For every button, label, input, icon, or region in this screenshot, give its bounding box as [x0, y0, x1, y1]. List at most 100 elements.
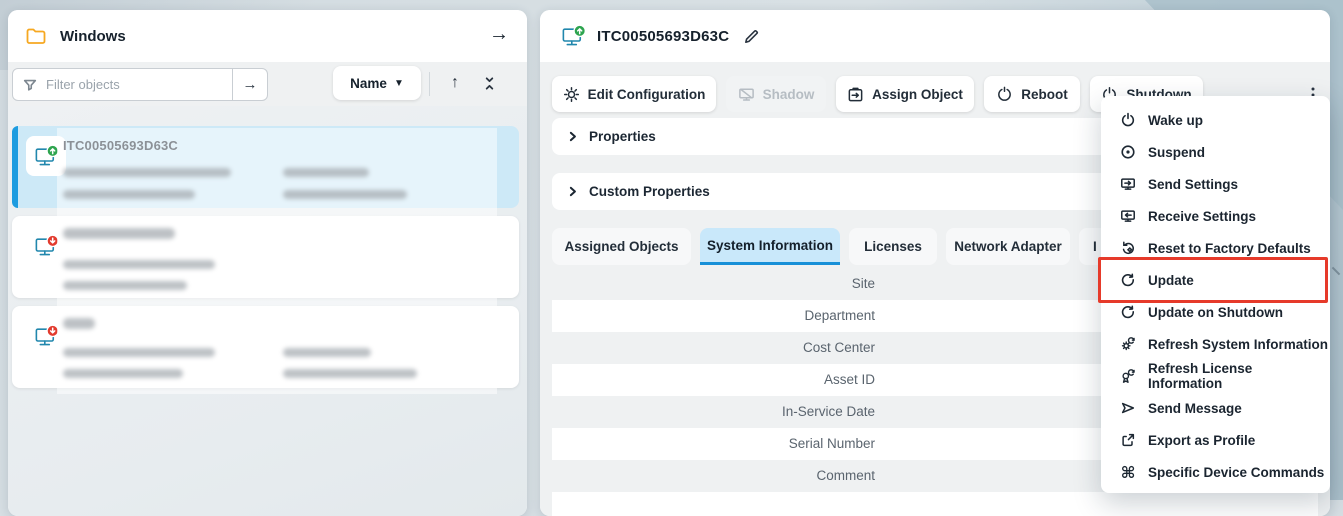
edit-configuration-button[interactable]: Edit Configuration — [552, 76, 716, 112]
power-icon — [1120, 112, 1136, 128]
monitor-slash-icon — [738, 86, 755, 103]
open-folder-arrow-icon[interactable]: → — [489, 23, 509, 45]
menu-item-suspend[interactable]: Suspend — [1101, 136, 1330, 168]
sort-dropdown-label: Name — [350, 75, 387, 91]
row-label: Cost Center — [802, 340, 875, 355]
menu-item-label: Reset to Factory Defaults — [1148, 240, 1311, 256]
row-label: Comment — [816, 468, 875, 483]
menu-item-refresh-system-information[interactable]: Refresh System Information — [1101, 328, 1330, 360]
shadow-label: Shadow — [762, 86, 815, 102]
edit-configuration-label: Edit Configuration — [587, 86, 706, 102]
menu-item-label: Suspend — [1148, 144, 1206, 160]
device-name: ITC00505693D63C — [63, 138, 179, 153]
menu-item-update-on-shutdown[interactable]: Update on Shutdown — [1101, 296, 1330, 328]
list-item-device-2[interactable] — [12, 216, 519, 298]
redacted-text — [63, 348, 215, 357]
redacted-text — [63, 369, 183, 378]
menu-item-label: Receive Settings — [1148, 208, 1257, 224]
object-list-panel: Windows → Filter objects → Name ▼ ↑ — [8, 10, 527, 516]
device-icon-tile — [26, 136, 66, 176]
menu-item-update[interactable]: Update — [1101, 264, 1330, 296]
filter-input[interactable]: Filter objects → — [12, 68, 268, 101]
device-icon-tile — [26, 226, 66, 266]
filter-funnel-icon — [22, 77, 38, 93]
tab-network-adapter[interactable]: Network Adapter — [946, 228, 1070, 265]
device-offline-icon — [33, 233, 60, 260]
tab-assigned-objects[interactable]: Assigned Objects — [552, 228, 691, 265]
device-icon-tile — [26, 316, 66, 356]
row-label: Site — [851, 276, 875, 291]
reboot-button[interactable]: Reboot — [984, 76, 1080, 112]
folder-header: Windows → — [8, 10, 527, 62]
device-online-icon — [560, 23, 587, 50]
list-item-device-3[interactable] — [12, 306, 519, 388]
reboot-label: Reboot — [1021, 86, 1068, 102]
update-refresh-icon — [1120, 304, 1136, 320]
tab-licenses[interactable]: Licenses — [849, 228, 937, 265]
menu-item-send-settings[interactable]: Send Settings — [1101, 168, 1330, 200]
redacted-text — [63, 168, 231, 177]
rename-pencil-icon[interactable] — [743, 28, 760, 45]
list-item-itc00505693d63c[interactable]: ITC00505693D63C — [12, 126, 519, 208]
reset-gear-icon — [1120, 240, 1136, 256]
assign-object-label: Assign Object — [872, 86, 963, 102]
update-refresh-icon — [1120, 272, 1136, 288]
menu-item-refresh-license-information[interactable]: Refresh License Information — [1101, 360, 1330, 392]
menu-item-label: Refresh System Information — [1148, 336, 1329, 352]
collapse-all-button[interactable] — [472, 66, 506, 100]
filter-placeholder: Filter objects — [46, 77, 120, 92]
menu-item-label: Send Settings — [1148, 176, 1239, 192]
chevron-right-icon — [566, 130, 579, 143]
menu-item-label: Wake up — [1148, 112, 1204, 128]
export-icon — [1120, 432, 1136, 448]
badge-refresh-icon — [1120, 368, 1136, 384]
menu-item-label: Refresh License Information — [1147, 361, 1253, 391]
clipboard-arrow-icon — [847, 86, 864, 103]
gear-icon — [563, 86, 580, 103]
menu-item-label: Update — [1148, 272, 1194, 288]
row-label: In-Service Date — [781, 404, 875, 419]
command-icon: ⌘ — [1120, 462, 1136, 482]
list-toolbar: Filter objects → Name ▼ ↑ — [8, 62, 527, 106]
assign-object-button[interactable]: Assign Object — [836, 76, 974, 112]
redacted-text — [283, 369, 417, 378]
sort-dropdown[interactable]: Name ▼ — [333, 66, 421, 100]
tab-label: Network Adapter — [954, 239, 1062, 254]
monitor-arrow-right-icon — [1120, 176, 1136, 192]
sort-direction-button[interactable]: ↑ — [451, 74, 459, 91]
redacted-text — [283, 168, 369, 177]
menu-item-label: Update on Shutdown — [1148, 304, 1283, 320]
redacted-text — [283, 348, 371, 357]
menu-item-label: Specific Device Commands — [1148, 464, 1325, 480]
tab-system-information[interactable]: System Information — [700, 228, 840, 265]
menu-item-export-as-profile[interactable]: Export as Profile — [1101, 424, 1330, 456]
device-title: ITC00505693D63C — [597, 27, 730, 45]
properties-label: Properties — [589, 129, 656, 144]
menu-item-reset-to-factory-defaults[interactable]: Reset to Factory Defaults — [1101, 232, 1330, 264]
reboot-icon — [996, 86, 1013, 103]
redacted-text — [283, 190, 407, 199]
device-list: ITC00505693D63C — [8, 106, 527, 516]
shadow-button[interactable]: Shadow — [726, 76, 826, 112]
menu-item-wake-up[interactable]: Wake up — [1101, 104, 1330, 136]
menu-item-send-message[interactable]: Send Message — [1101, 392, 1330, 424]
redacted-text — [63, 228, 175, 239]
row-label: Asset ID — [823, 372, 875, 387]
collapse-icon — [482, 76, 497, 91]
menu-item-specific-device-commands[interactable]: ⌘ Specific Device Commands — [1101, 456, 1330, 488]
table-row-partial — [552, 492, 1318, 516]
row-label: Department — [804, 308, 875, 323]
custom-properties-label: Custom Properties — [589, 184, 710, 199]
redacted-text — [63, 190, 195, 199]
chevron-right-icon — [566, 185, 579, 198]
device-online-icon — [33, 143, 60, 170]
filter-submit-button[interactable]: → — [232, 69, 267, 100]
row-label: Serial Number — [788, 436, 875, 451]
detail-title-row: ITC00505693D63C — [540, 10, 1330, 62]
menu-item-label: Send Message — [1148, 400, 1242, 416]
menu-item-receive-settings[interactable]: Receive Settings — [1101, 200, 1330, 232]
selection-bar — [12, 126, 18, 208]
monitor-arrow-left-icon — [1120, 208, 1136, 224]
tab-label: Licenses — [864, 239, 922, 254]
redacted-text — [63, 318, 95, 329]
